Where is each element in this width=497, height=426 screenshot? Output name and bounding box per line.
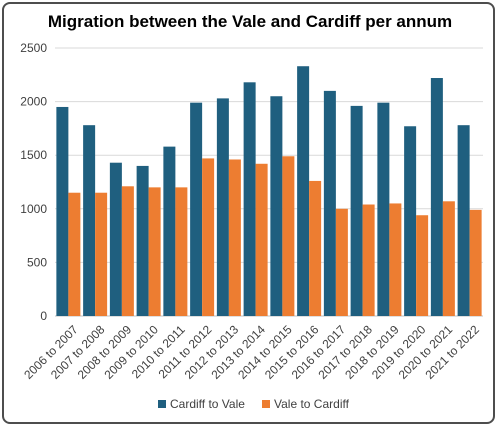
y-tick-label: 2500 [20, 41, 47, 55]
bar [350, 105, 363, 316]
bar [416, 215, 429, 316]
bar [377, 102, 390, 316]
bar [68, 192, 81, 316]
legend-label: Vale to Cardiff [274, 397, 350, 411]
bar [255, 163, 268, 316]
bar [404, 126, 417, 316]
y-tick-label: 500 [27, 255, 47, 269]
legend-label: Cardiff to Vale [170, 397, 245, 411]
bar [95, 192, 108, 316]
bar [202, 158, 215, 316]
bar [121, 186, 134, 316]
bar [109, 162, 122, 316]
bars [56, 66, 482, 317]
bar [83, 125, 96, 317]
bar [270, 96, 283, 317]
bar [136, 165, 149, 316]
bar [243, 82, 256, 316]
bar [163, 146, 176, 316]
bar [56, 106, 69, 317]
bar [282, 156, 295, 316]
bar [228, 159, 241, 316]
chart-title: Migration between the Vale and Cardiff p… [48, 12, 452, 31]
bar [335, 208, 348, 316]
bar [297, 66, 310, 316]
bar [389, 203, 402, 316]
bar [362, 204, 375, 316]
bar [442, 201, 455, 316]
bar [430, 78, 443, 317]
y-tick-label: 2000 [20, 95, 47, 109]
y-tick-label: 1500 [20, 148, 47, 162]
bar [309, 180, 322, 316]
bar [190, 102, 203, 316]
bar [148, 187, 161, 316]
y-tick-label: 0 [40, 309, 47, 323]
y-axis-ticks: 0 500 1000 1500 2000 2500 [20, 41, 47, 323]
bar [175, 187, 188, 316]
bar [323, 90, 336, 316]
legend-swatch [158, 400, 166, 408]
bar [457, 125, 470, 317]
y-tick-label: 1000 [20, 202, 47, 216]
legend: Cardiff to Vale Vale to Cardiff [158, 397, 350, 411]
bar [216, 98, 229, 316]
legend-swatch [262, 400, 270, 408]
bar [469, 209, 482, 316]
